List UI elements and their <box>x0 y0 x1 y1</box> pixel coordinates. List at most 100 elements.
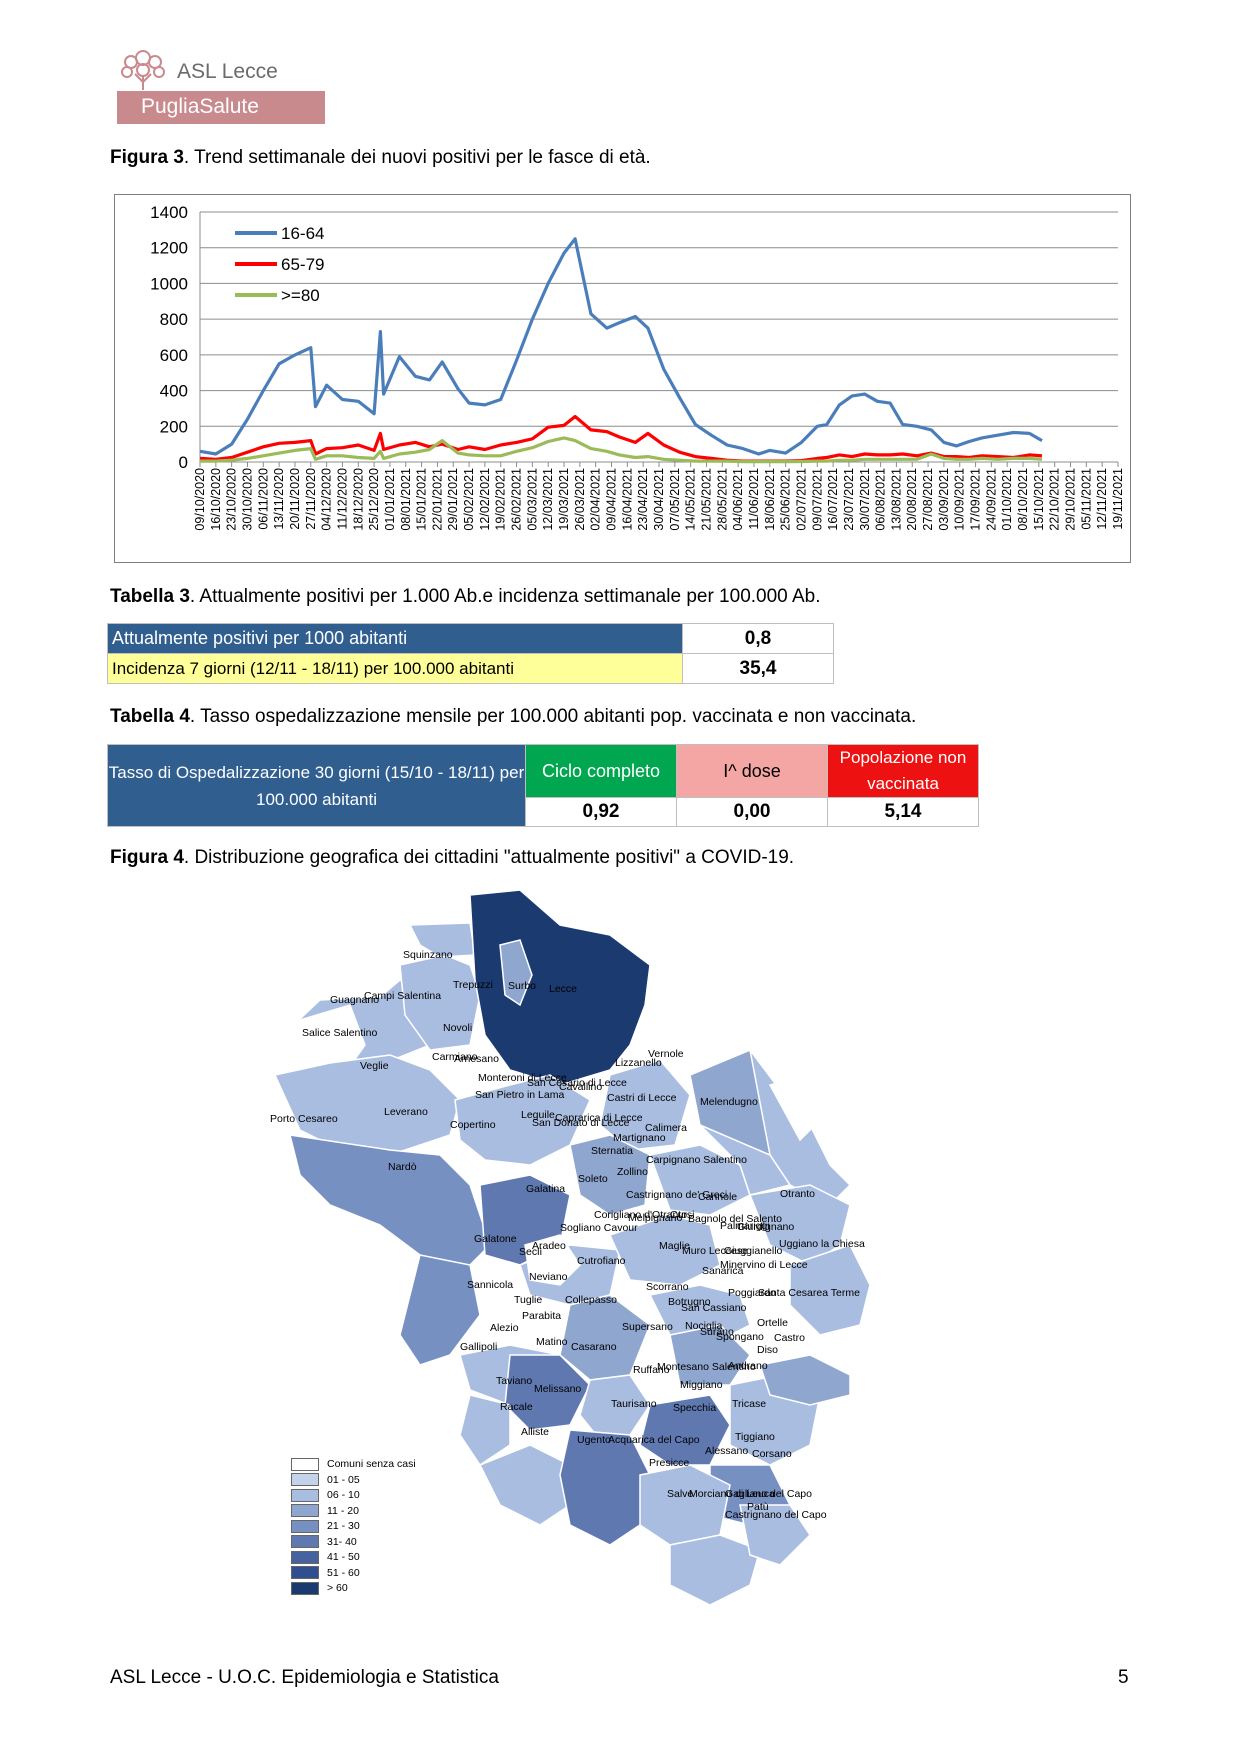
x-tick-label: 09/10/2020 <box>193 468 207 531</box>
logo-sub: PugliaSalute <box>141 95 259 118</box>
table-4: Tasso di Ospedalizzazione 30 giorni (15/… <box>107 744 979 827</box>
town-label: Taviano <box>496 1375 532 1387</box>
town-label: Melissano <box>534 1383 581 1395</box>
municipality-shape <box>608 1214 721 1286</box>
town-label: Ruffano <box>633 1364 670 1376</box>
town-label: Specchia <box>673 1402 716 1414</box>
town-label: Giuggianello <box>724 1245 783 1257</box>
y-tick-label: 200 <box>160 417 188 436</box>
town-label: Cannole <box>698 1191 737 1203</box>
figure-3-label: Figura 3 <box>110 147 184 168</box>
x-tick-label: 19/11/2021 <box>1111 468 1125 530</box>
lecce-map: Squinzano Trepuzzi Surbo Lecce Guagnano Campi… <box>270 885 970 1625</box>
town-label: Parabita <box>522 1310 561 1322</box>
legend-row: > 60 <box>291 1581 416 1597</box>
legend-swatch <box>291 1535 319 1549</box>
town-label: Guagnano <box>330 994 379 1006</box>
town-label: Castro <box>774 1332 805 1344</box>
x-tick-label: 25/06/2021 <box>779 468 793 531</box>
town-label: Soleto <box>578 1173 608 1185</box>
series-line-0 <box>199 237 1043 456</box>
legend-swatch <box>291 1519 319 1533</box>
legend-row: 01 - 05 <box>291 1473 416 1489</box>
table-4-head: Tasso di Ospedalizzazione 30 giorni (15/… <box>107 744 526 827</box>
town-label: Cavallino <box>559 1081 602 1093</box>
y-tick-label: 1400 <box>150 203 188 222</box>
town-label: Morciano di Leuca <box>689 1488 775 1500</box>
x-tick-label: 19/02/2021 <box>494 468 508 531</box>
town-label: Zollino <box>617 1166 648 1178</box>
municipality-shape <box>469 889 651 1086</box>
x-tick-label: 16/04/2021 <box>620 468 634 531</box>
x-tick-label: 05/11/2021 <box>1079 468 1093 530</box>
x-tick-label: 07/05/2021 <box>668 468 682 531</box>
x-tick-label: 02/04/2021 <box>589 468 603 531</box>
x-tick-label: 13/11/2020 <box>272 468 286 530</box>
legend-row: 06 - 10 <box>291 1488 416 1504</box>
table-3-row2-label: Incidenza 7 giorni (12/11 - 18/11) per 1… <box>107 653 683 684</box>
x-tick-label: 28/05/2021 <box>715 468 729 531</box>
table-3-text: . Attualmente positivi per 1.000 Ab.e in… <box>189 586 821 607</box>
town-label: Galatina <box>526 1183 565 1195</box>
x-tick-label: 05/02/2021 <box>462 468 476 531</box>
y-tick-label: 400 <box>160 382 188 401</box>
table-row: 0,92 0,00 5,14 <box>108 797 979 827</box>
x-tick-label: 23/10/2020 <box>225 468 239 531</box>
table-3-row2-value: 35,4 <box>682 653 834 684</box>
page-footer: ASL Lecce - U.O.C. Epidemiologia e Stati… <box>110 1667 499 1688</box>
legend-label: 31- 40 <box>327 1535 357 1548</box>
x-tick-label: 06/08/2021 <box>874 468 888 531</box>
town-label: Poggiardo <box>728 1287 776 1299</box>
town-label: Lizzanello <box>615 1057 662 1069</box>
table-4-val-non-vacc: 5,14 <box>827 797 979 827</box>
town-label: Porto Cesareo <box>270 1113 338 1125</box>
legend-swatch <box>291 1473 319 1487</box>
x-tick-label: 16/10/2020 <box>209 468 223 531</box>
legend-label: 06 - 10 <box>327 1489 360 1501</box>
town-label: Sogliano Cavour <box>560 1222 638 1234</box>
legend-label: Comuni senza casi <box>327 1458 416 1470</box>
town-label: Montesano Salentino <box>657 1361 756 1373</box>
town-label: Minervino di Lecce <box>720 1259 808 1271</box>
town-label: Alessano <box>705 1445 748 1457</box>
legend-swatch <box>291 1457 319 1471</box>
figure-4-label: Figura 4 <box>110 847 184 868</box>
legend-row: 51 - 60 <box>291 1566 416 1582</box>
town-label: Gagliano del Capo <box>725 1488 812 1500</box>
x-tick-label: 24/09/2021 <box>984 468 998 531</box>
municipality-shape <box>669 1534 761 1606</box>
town-label: Caprarica di Lecce <box>555 1112 643 1124</box>
town-label: Salice Salentino <box>302 1027 377 1039</box>
legend-label: >=80 <box>281 286 320 305</box>
town-label: Casarano <box>571 1341 617 1353</box>
legend-row: 31- 40 <box>291 1535 416 1551</box>
legend-row: 21 - 30 <box>291 1519 416 1535</box>
trend-chart: 0 200 400 600 800 1000 1200 1400 09/10/2020 16/10… <box>114 194 1131 563</box>
town-label: Melpignano <box>628 1212 682 1224</box>
x-tick-label: 02/07/2021 <box>794 468 808 531</box>
x-tick-label: 10/09/2021 <box>953 468 967 531</box>
municipality-shape <box>478 1444 571 1526</box>
town-label: Collepasso <box>565 1294 617 1306</box>
town-label: Galatone <box>474 1233 517 1245</box>
legend-label: 16-64 <box>281 224 324 243</box>
tree-icon <box>121 50 165 90</box>
town-label: Lecce <box>549 983 577 995</box>
town-label: Sannicola <box>467 1279 513 1291</box>
town-label: Squinzano <box>403 949 453 961</box>
table-3-caption: Tabella 3. Attualmente positivi per 1.00… <box>110 586 821 608</box>
municipality-shape <box>669 1324 751 1386</box>
x-tick-label: 19/03/2021 <box>557 468 571 531</box>
town-label: Corigliano d'Otranto <box>594 1209 687 1221</box>
town-label: Arnesano <box>454 1053 499 1065</box>
town-label: Carpignano Salentino <box>646 1154 747 1166</box>
town-label: Castrignano de' Greci <box>626 1189 727 1201</box>
town-label: Novoli <box>443 1022 472 1034</box>
legend-swatch <box>291 1488 319 1502</box>
table-4-label: Tabella 4 <box>110 706 190 727</box>
town-label: Maglie <box>659 1240 690 1252</box>
town-label: Racale <box>500 1401 533 1413</box>
town-label: Corsano <box>752 1448 792 1460</box>
lecce-map-svg: Squinzano Trepuzzi Surbo Lecce GuagnanoCampi… <box>270 889 871 1606</box>
town-label: Botrugno <box>668 1296 711 1308</box>
